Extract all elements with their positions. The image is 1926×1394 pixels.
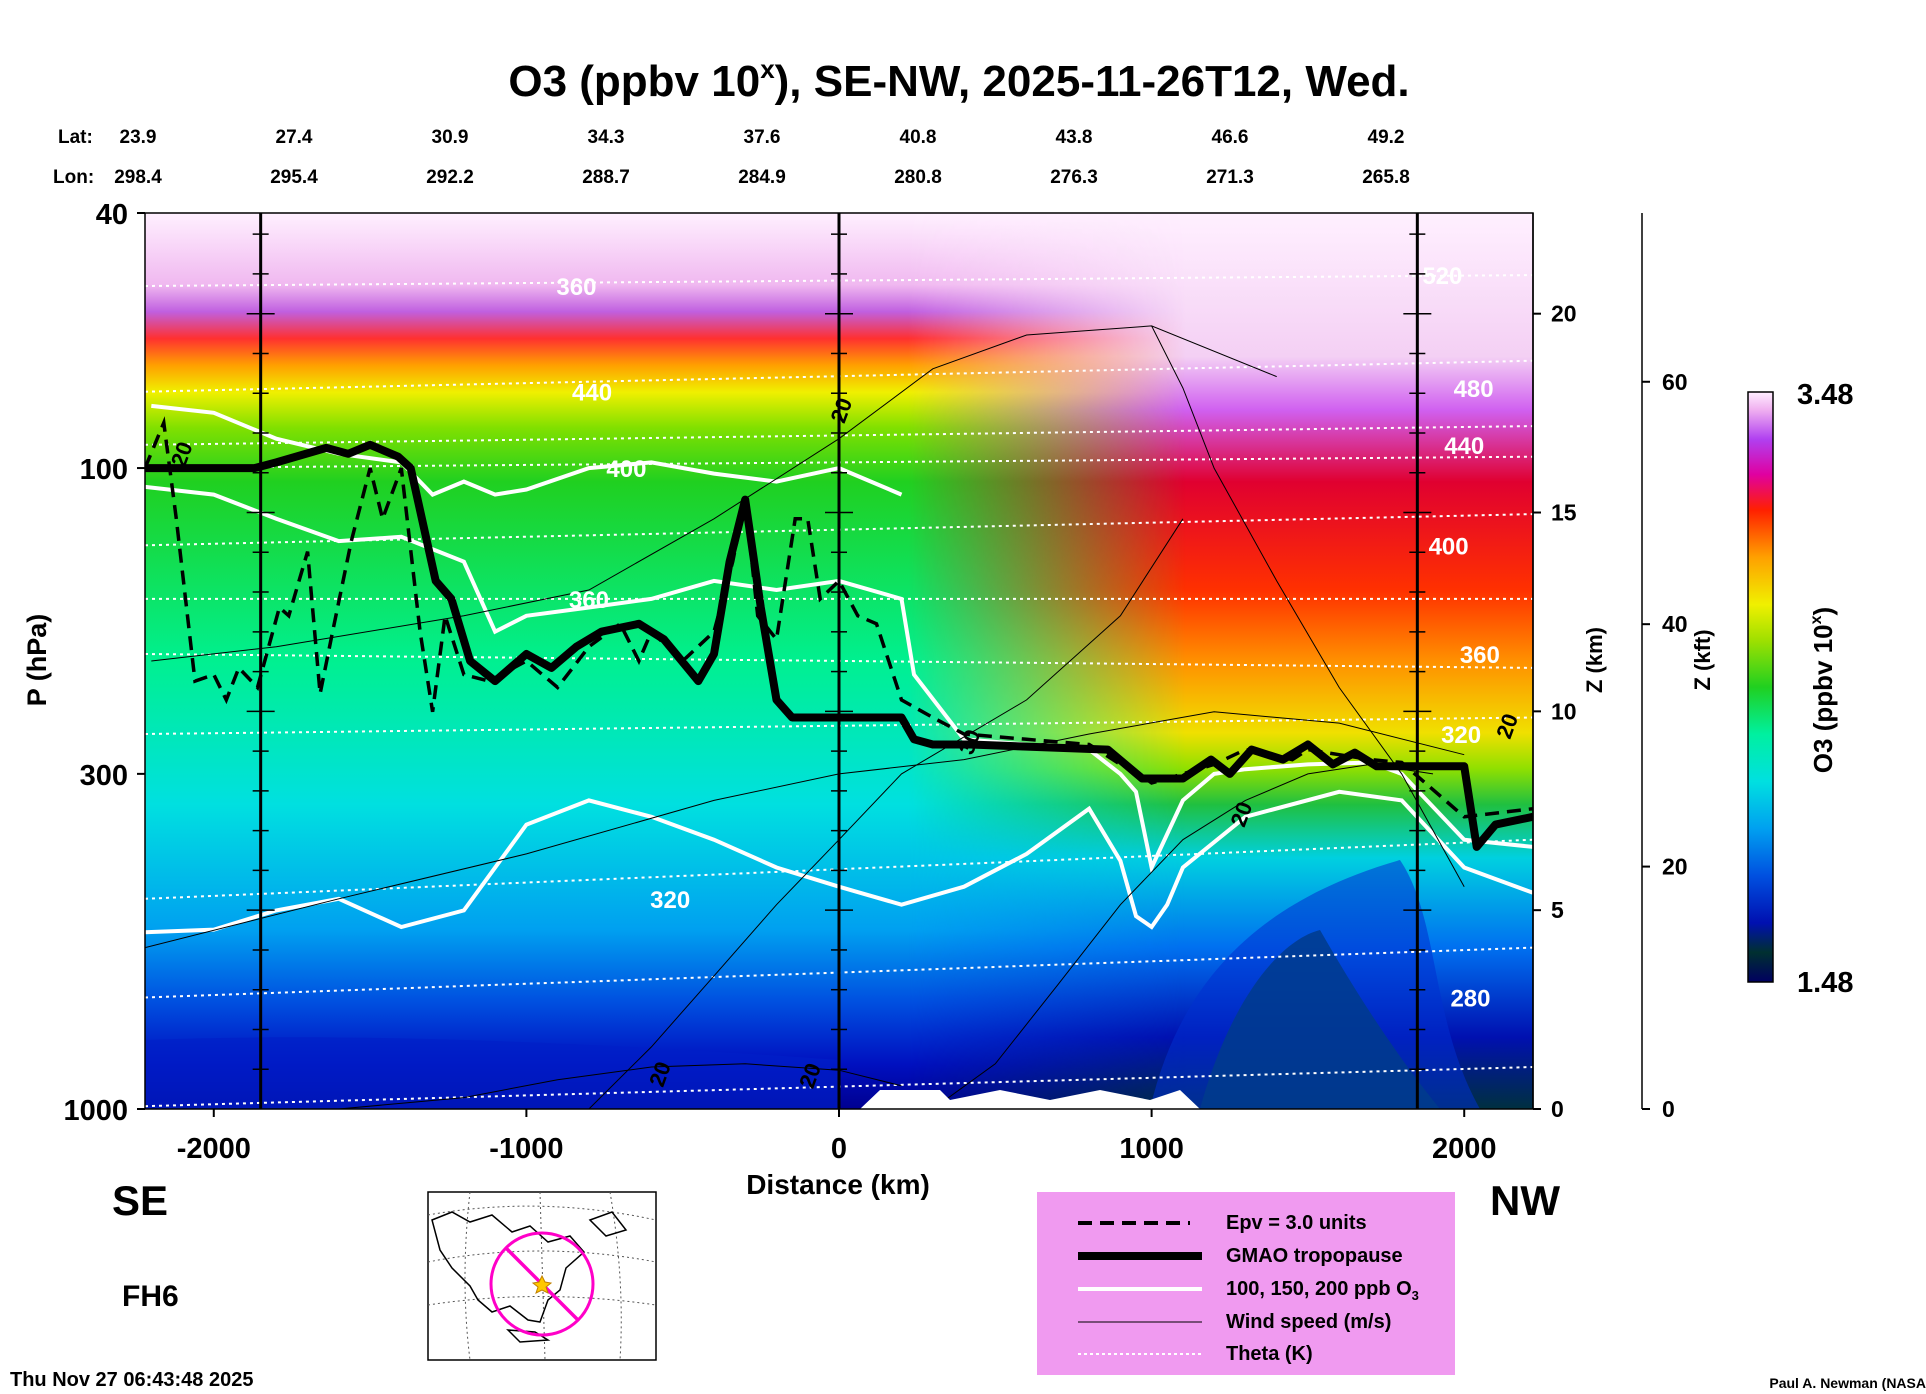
z-km-tick-label: 5 [1551,897,1564,923]
x-axis: -2000 -1000 0 1000 2000 [177,1109,1497,1165]
lon-value: 265.8 [1362,167,1410,188]
theta-label: 360 [556,274,596,301]
lat-value: 34.3 [588,127,625,148]
p-axis: 40 100 300 1000 [63,199,145,1127]
theta-label: 280 [1450,986,1490,1013]
map-gridlines [428,1192,656,1360]
surface-blue-band [145,1037,840,1109]
lat-lon-values: 23.9 298.4 27.4 295.4 30.9 292.2 34.3 288.7 37.6… [114,127,1410,188]
o3-contour-150 [145,484,1533,874]
p-tick-label: 40 [96,199,128,231]
wind-speed-line [932,763,1434,1109]
colorbar-max-label: 3.48 [1797,379,1853,411]
timestamp: Thu Nov 27 06:43:48 2025 [10,1369,253,1391]
surface-blue-patch [1150,860,1480,1109]
surface-white-blocks [860,1090,1200,1109]
lat-value: 49.2 [1368,127,1405,148]
colorbar-min-label: 1.48 [1797,967,1853,999]
z-km-tick-label: 15 [1551,500,1577,526]
map-center-star-icon [531,1274,553,1294]
direction-nw: NW [1490,1177,1560,1224]
lat-value: 43.8 [1056,127,1093,148]
legend-theta-label: Theta (K) [1226,1343,1313,1365]
p-tick-label: 100 [80,454,128,486]
lon-value: 271.3 [1206,167,1254,188]
lon-value: 292.2 [426,167,474,188]
map-range-circle [489,1231,595,1337]
z-kft-axis-label: Z (kft) [1690,629,1715,690]
z-km-tick-label: 20 [1551,301,1577,327]
theta-labels: 360 440 400 360 320 520 480 440 400 360 320 280 [556,263,1499,1012]
x-tick-label: 2000 [1432,1133,1497,1165]
lon-label: Lon: [53,167,94,188]
lat-label: Lat: [58,127,93,148]
lat-value: 27.4 [276,127,313,148]
x-axis-label: Distance (km) [746,1169,930,1200]
lon-value: 284.9 [738,167,786,188]
o3-contour-100 [145,789,1533,935]
theta-label: 440 [1444,433,1484,460]
lon-value: 295.4 [270,167,318,188]
colorbar-title: O3 (ppbv 10x) [1808,607,1838,773]
x-tick-label: -1000 [489,1133,563,1165]
z-km-axis-label: Z (km) [1582,627,1607,693]
lat-value: 23.9 [120,127,157,148]
theta-label: 320 [1441,722,1481,749]
z-kft-tick-label: 0 [1662,1096,1675,1122]
lon-value: 276.3 [1050,167,1098,188]
theta-label: 400 [606,456,646,483]
lat-value: 46.6 [1212,127,1249,148]
x-tick-label: 0 [831,1133,847,1165]
wind-speed-line [151,325,1277,662]
wind-speed-line [1151,325,1465,887]
p-tick-label: 1000 [63,1095,128,1127]
z-kft-axis: 0 20 40 60 [1641,213,1688,1122]
lon-value: 280.8 [894,167,942,188]
z-km-tick-label: 0 [1551,1096,1564,1122]
lat-value: 40.8 [900,127,937,148]
theta-label: 360 [569,587,609,614]
theta-label: 440 [572,380,612,407]
section-vertical-lines [246,213,1432,1109]
p-tick-label: 300 [80,760,128,792]
legend-wind-label: Wind speed (m/s) [1226,1311,1391,1333]
forecast-hour: FH6 [122,1280,179,1313]
credit: Paul A. Newman (NASA [1769,1375,1926,1391]
chart-title: O3 (ppbv 10x), SE-NW, 2025-11-26T12, Wed… [508,54,1409,106]
lat-value: 37.6 [744,127,781,148]
z-km-tick-label: 10 [1551,698,1577,724]
theta-label: 480 [1454,376,1494,403]
legend-o3-contour-label: 100, 150, 200 ppb O3 [1226,1278,1419,1303]
theta-label: 320 [650,887,690,914]
legend-tropopause-label: GMAO tropopause [1226,1245,1403,1267]
lat-value: 30.9 [432,127,469,148]
legend-epv-label: Epv = 3.0 units [1226,1212,1367,1234]
theta-label: 400 [1429,533,1469,560]
colorbar-scale [1747,391,1774,983]
inset-map [427,1191,657,1361]
legend: Epv = 3.0 units GMAO tropopause 100, 150… [1037,1192,1455,1375]
lon-value: 288.7 [582,167,630,188]
tropopause-line [145,440,1533,851]
wind-speed-line [145,711,1465,949]
theta-label: 520 [1422,263,1462,290]
theta-label: 360 [1460,642,1500,669]
z-kft-tick-label: 40 [1662,611,1688,637]
x-tick-label: -2000 [177,1133,251,1165]
z-kft-tick-label: 60 [1662,369,1688,395]
direction-se: SE [112,1177,168,1224]
colorbar: 3.48 1.48 O3 (ppbv 10x) [1747,379,1853,999]
z-kft-tick-label: 20 [1662,854,1688,880]
o3-contour-200 [151,403,903,497]
z-km-axis: 0 5 10 15 20 [1532,213,1577,1122]
p-axis-label: P (hPa) [22,614,52,707]
x-tick-label: 1000 [1119,1133,1184,1165]
lon-value: 298.4 [114,167,162,188]
